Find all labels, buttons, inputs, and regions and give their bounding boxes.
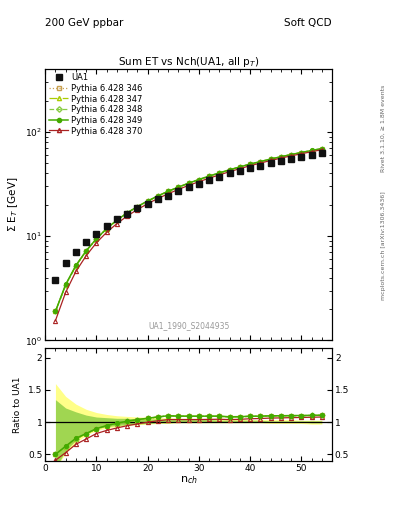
Text: Soft QCD: Soft QCD — [285, 18, 332, 28]
Legend: UA1, Pythia 6.428 346, Pythia 6.428 347, Pythia 6.428 348, Pythia 6.428 349, Pyt: UA1, Pythia 6.428 346, Pythia 6.428 347,… — [48, 72, 144, 137]
Text: 200 GeV ppbar: 200 GeV ppbar — [45, 18, 123, 28]
Text: mcplots.cern.ch [arXiv:1306.3436]: mcplots.cern.ch [arXiv:1306.3436] — [381, 191, 386, 300]
X-axis label: n$_{ch}$: n$_{ch}$ — [180, 474, 198, 486]
Text: Rivet 3.1.10, ≥ 1.8M events: Rivet 3.1.10, ≥ 1.8M events — [381, 84, 386, 172]
Y-axis label: Σ E$_T$ [GeV]: Σ E$_T$ [GeV] — [6, 177, 20, 232]
Title: Sum ET vs Nch(UA1, all p$_T$): Sum ET vs Nch(UA1, all p$_T$) — [118, 55, 259, 69]
Y-axis label: Ratio to UA1: Ratio to UA1 — [13, 376, 22, 433]
Text: UA1_1990_S2044935: UA1_1990_S2044935 — [148, 321, 230, 330]
